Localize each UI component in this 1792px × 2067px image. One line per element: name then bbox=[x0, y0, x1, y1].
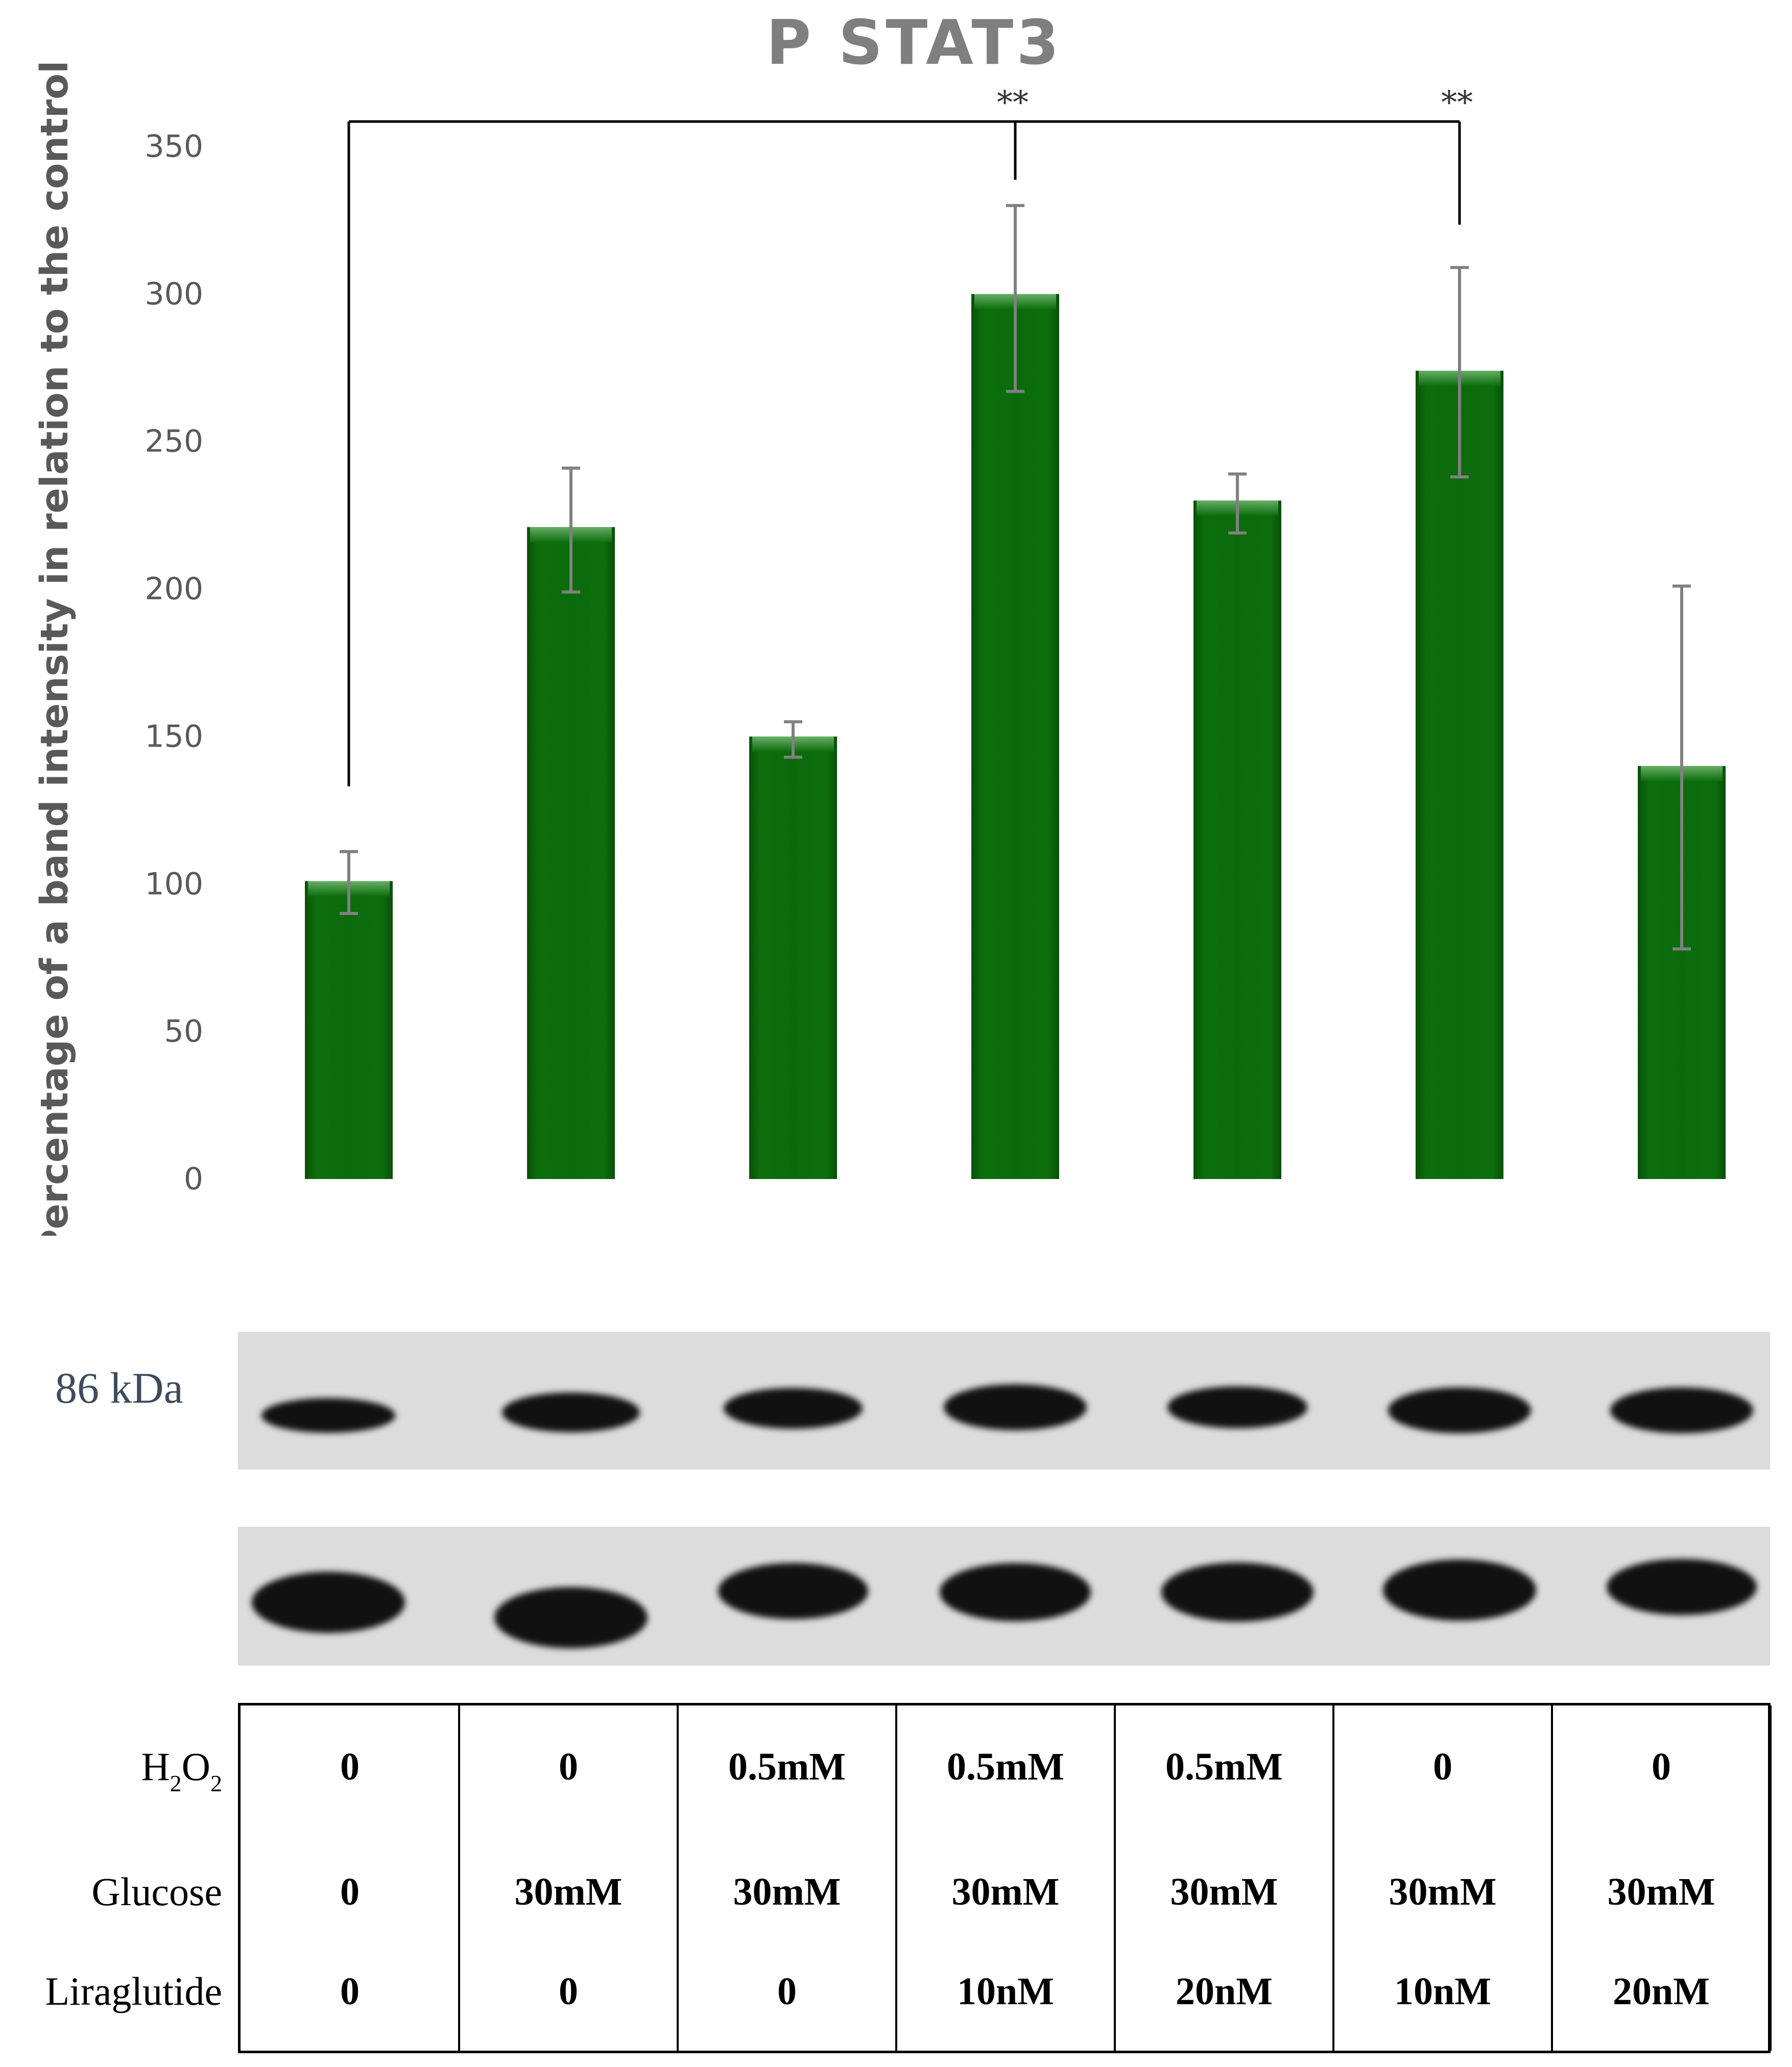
blot-band bbox=[252, 1572, 405, 1633]
blot-band bbox=[261, 1398, 395, 1433]
blot-band bbox=[1610, 1387, 1753, 1433]
y-tick-label: 150 bbox=[145, 718, 203, 754]
bar bbox=[527, 527, 615, 1179]
y-tick-label: 250 bbox=[145, 424, 203, 460]
bar bbox=[1193, 500, 1281, 1180]
condition-cell: 30mM bbox=[1389, 1870, 1497, 1913]
blot-band bbox=[1161, 1562, 1313, 1622]
western-blot-bottom bbox=[238, 1527, 1770, 1666]
y-tick-label: 200 bbox=[145, 571, 203, 607]
condition-cell: 30mM bbox=[733, 1870, 841, 1913]
bar bbox=[1416, 371, 1503, 1179]
western-blot-top bbox=[238, 1332, 1770, 1470]
condition-cell: 0.5mM bbox=[1165, 1745, 1283, 1788]
table-column-divider bbox=[1551, 1705, 1553, 2051]
blot-band bbox=[1167, 1386, 1307, 1429]
table-column-divider bbox=[1332, 1705, 1334, 2051]
condition-cell: 0 bbox=[1652, 1745, 1671, 1788]
condition-cell: 0 bbox=[340, 1745, 360, 1788]
bar-group bbox=[305, 294, 1726, 1180]
molecular-weight-label: 86 kDa bbox=[55, 1363, 183, 1412]
significance-brackets: ** ** bbox=[347, 84, 1473, 786]
condition-cell: 0 bbox=[1433, 1745, 1452, 1788]
condition-cell: 20nM bbox=[1613, 1970, 1710, 2013]
y-tick-label: 50 bbox=[164, 1014, 203, 1049]
y-tick-group: 0 50 100 150 200 250 300 350 bbox=[145, 129, 203, 1197]
condition-cell: 30mM bbox=[1607, 1870, 1715, 1913]
blot-band bbox=[724, 1387, 863, 1429]
significance-label: ** bbox=[997, 84, 1029, 121]
blot-band bbox=[1607, 1558, 1757, 1616]
table-column-divider bbox=[1770, 1705, 1772, 2051]
bar bbox=[305, 881, 393, 1179]
condition-cell: 10nM bbox=[1394, 1970, 1491, 2013]
condition-cell: 0.5mM bbox=[728, 1745, 846, 1788]
y-tick-label: 0 bbox=[184, 1161, 203, 1197]
y-tick-label: 300 bbox=[145, 276, 203, 312]
blot-band bbox=[1383, 1559, 1536, 1621]
condition-cell: 0.5mM bbox=[946, 1745, 1065, 1788]
condition-cell: 0 bbox=[559, 1745, 578, 1788]
blot-band bbox=[1388, 1387, 1531, 1433]
y-axis-label: Percentage of a band intensity in relati… bbox=[33, 60, 77, 1236]
condition-cell: 0 bbox=[559, 1970, 578, 2013]
blot-band bbox=[940, 1563, 1091, 1621]
bar bbox=[749, 736, 837, 1179]
table-column-divider bbox=[458, 1705, 460, 2051]
condition-cell: 10nM bbox=[957, 1970, 1054, 2013]
y-tick-label: 100 bbox=[145, 866, 203, 902]
chart-title: P STAT3 bbox=[766, 8, 1062, 79]
table-column-divider bbox=[677, 1705, 679, 2051]
conditions-table: H2O2 0 0 0.5mM 0.5mM 0.5mM 0 0 Glucose 0 30mM 30mM 3… bbox=[45, 1703, 1772, 2053]
condition-cell: 0 bbox=[340, 1970, 360, 2013]
y-tick-label: 350 bbox=[145, 129, 203, 164]
blot-band bbox=[944, 1384, 1087, 1430]
condition-cell: 0 bbox=[777, 1970, 797, 2013]
table-column-divider bbox=[895, 1705, 897, 2051]
blot-band bbox=[494, 1587, 648, 1648]
table-column-divider bbox=[1114, 1705, 1116, 2051]
significance-label: ** bbox=[1441, 84, 1473, 121]
condition-cell: 30mM bbox=[1170, 1870, 1278, 1913]
condition-cell: 20nM bbox=[1176, 1970, 1273, 2013]
bar bbox=[971, 294, 1059, 1179]
condition-cell: 30mM bbox=[951, 1870, 1060, 1913]
blot-band bbox=[502, 1392, 640, 1432]
condition-row-label: Glucose bbox=[91, 1869, 222, 1914]
condition-cell: 0 bbox=[340, 1870, 360, 1913]
blot-band bbox=[718, 1563, 868, 1620]
bar-chart: P STAT3 Percentage of a band intensity i… bbox=[33, 8, 1726, 1236]
error-bar-group bbox=[340, 204, 1691, 951]
condition-row-label: Liraglutide bbox=[45, 1969, 222, 2013]
condition-row-label: H2O2 bbox=[141, 1744, 222, 1796]
condition-cell: 30mM bbox=[514, 1870, 623, 1913]
